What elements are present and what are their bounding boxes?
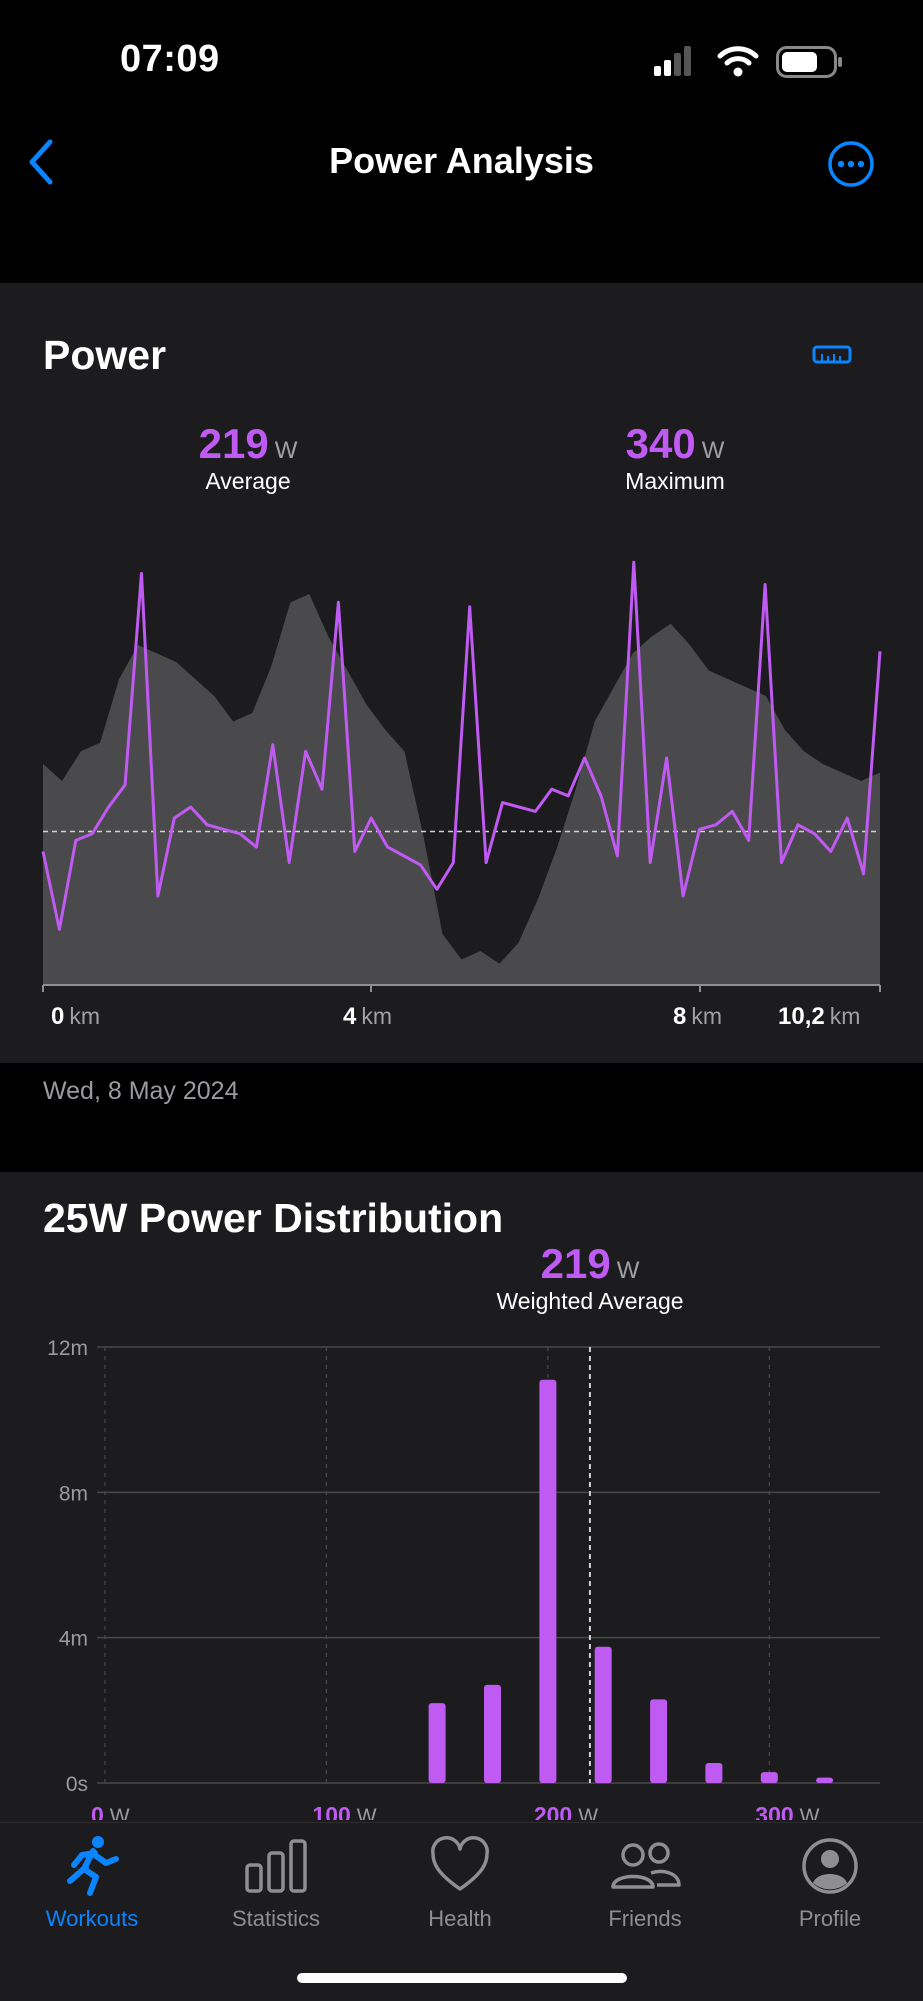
distribution-chart: 0s 4m 8m 12m 0 W 100 W 200 W 300 W <box>47 1337 880 1820</box>
average-unit: W <box>274 437 298 464</box>
running-figure-icon <box>67 1836 119 1896</box>
maximum-label: Maximum <box>625 468 725 494</box>
tab-bar: Workouts Statistics Health Friends Profi… <box>0 1822 923 2001</box>
battery-icon <box>776 46 842 78</box>
weighted-average-label: Weighted Average <box>496 1288 684 1314</box>
x-label-0: 0 km <box>51 1003 101 1030</box>
elevation-area <box>43 594 880 985</box>
wifi-icon <box>717 46 759 77</box>
tab-health[interactable]: Health <box>380 1835 540 1932</box>
distribution-section-title: 25W Power Distribution <box>43 1195 504 1241</box>
average-stat: 219 W Average <box>148 420 348 495</box>
tab-health-label: Health <box>428 1906 492 1931</box>
distribution-bar <box>760 1772 778 1783</box>
distribution-bar <box>539 1379 557 1783</box>
x-label-4: 4 km <box>343 1003 393 1030</box>
power-chart <box>41 560 882 992</box>
signal-icon <box>654 46 691 76</box>
workout-date: Wed, 8 May 2024 <box>43 1077 239 1105</box>
y-tick-label: 0s <box>66 1773 88 1796</box>
power-series-line <box>41 560 882 931</box>
status-time: 07:09 <box>120 38 220 80</box>
x-tick-label: 300 W <box>755 1802 819 1820</box>
home-indicator <box>297 1973 627 1983</box>
tab-friends-label: Friends <box>608 1906 682 1931</box>
page-title: Power Analysis <box>329 140 594 181</box>
x-label-8: 8 km <box>673 1003 723 1030</box>
power-section-title: Power <box>43 332 167 378</box>
ellipsis-circle-icon[interactable] <box>827 140 875 188</box>
distribution-bar <box>428 1703 446 1783</box>
ruler-icon[interactable] <box>812 344 852 366</box>
bar-chart-icon <box>245 1839 307 1893</box>
y-tick-label: 12m <box>47 1337 88 1360</box>
x-label-end: 10,2 km <box>778 1003 861 1030</box>
heart-icon <box>431 1836 489 1891</box>
tab-workouts[interactable]: Workouts <box>12 1835 172 1932</box>
person-circle-icon <box>802 1838 858 1894</box>
weighted-average-value: 219 <box>540 1240 611 1287</box>
people-icon <box>611 1842 681 1889</box>
distribution-bar <box>650 1699 668 1783</box>
chevron-left-icon[interactable] <box>26 138 56 186</box>
y-tick-label: 4m <box>59 1628 88 1651</box>
distribution-bar <box>816 1777 834 1783</box>
y-tick-label: 8m <box>59 1482 88 1505</box>
weighted-average-stat: 219 W Weighted Average <box>440 1240 740 1315</box>
average-value: 219 <box>198 420 269 467</box>
x-tick-label: 200 W <box>534 1802 598 1820</box>
weighted-average-unit: W <box>616 1257 640 1284</box>
tab-profile-label: Profile <box>798 1906 862 1931</box>
tab-friends[interactable]: Friends <box>565 1835 725 1932</box>
maximum-value: 340 <box>625 420 696 467</box>
x-tick-label: 100 W <box>312 1802 376 1820</box>
maximum-unit: W <box>701 437 725 464</box>
tab-profile[interactable]: Profile <box>750 1835 910 1932</box>
maximum-stat: 340 W Maximum <box>575 420 775 495</box>
average-label: Average <box>205 468 291 494</box>
distribution-bar <box>705 1763 723 1783</box>
tab-workouts-label: Workouts <box>45 1906 139 1931</box>
distribution-bar <box>594 1646 612 1784</box>
distribution-bar <box>484 1684 501 1783</box>
tab-statistics-label: Statistics <box>231 1906 321 1931</box>
tab-statistics[interactable]: Statistics <box>196 1835 356 1932</box>
